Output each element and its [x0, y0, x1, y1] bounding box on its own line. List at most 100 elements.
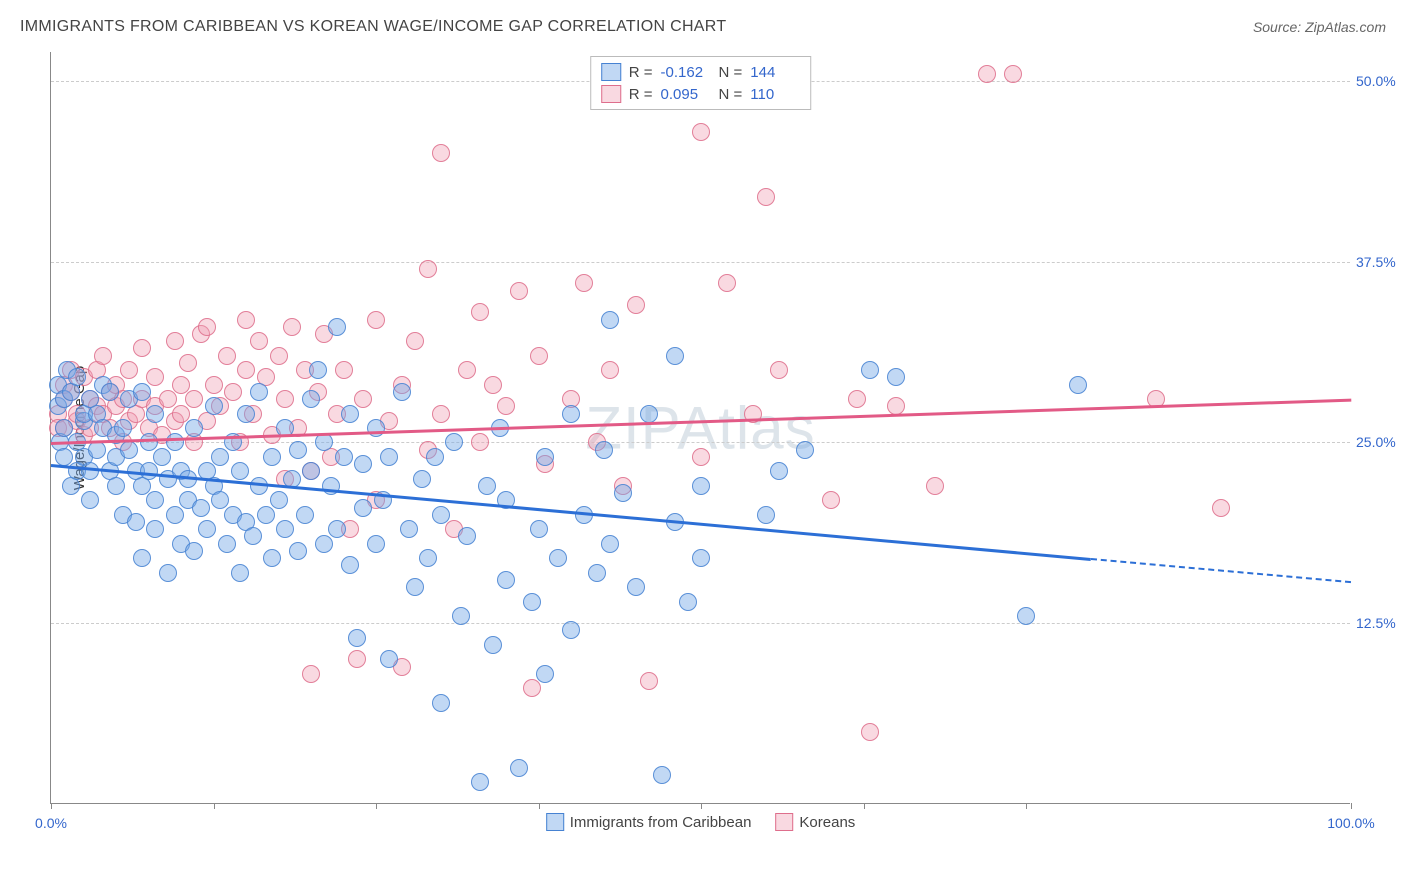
data-point-a	[140, 433, 158, 451]
data-point-b	[335, 361, 353, 379]
data-point-b	[627, 296, 645, 314]
data-point-b	[270, 347, 288, 365]
data-point-b	[166, 332, 184, 350]
data-point-a	[55, 448, 73, 466]
data-point-a	[289, 441, 307, 459]
data-point-a	[523, 593, 541, 611]
data-point-a	[426, 448, 444, 466]
data-point-a	[81, 462, 99, 480]
data-point-a	[133, 549, 151, 567]
data-point-b	[497, 397, 515, 415]
data-point-a	[354, 455, 372, 473]
data-point-a	[198, 520, 216, 538]
data-point-b	[1004, 65, 1022, 83]
y-tick-label: 50.0%	[1356, 73, 1406, 89]
data-point-a	[887, 368, 905, 386]
data-point-b	[94, 347, 112, 365]
data-point-a	[146, 405, 164, 423]
data-point-a	[432, 506, 450, 524]
x-tick	[539, 803, 540, 809]
data-point-b	[757, 188, 775, 206]
data-point-a	[328, 318, 346, 336]
data-point-b	[484, 376, 502, 394]
data-point-a	[211, 448, 229, 466]
legend-swatch-a	[601, 63, 621, 81]
data-point-a	[205, 397, 223, 415]
data-point-a	[120, 441, 138, 459]
data-point-a	[257, 506, 275, 524]
data-point-a	[601, 311, 619, 329]
data-point-a	[289, 542, 307, 560]
legend-label-b: Koreans	[799, 814, 855, 831]
data-point-b	[718, 274, 736, 292]
data-point-a	[335, 448, 353, 466]
data-point-a	[276, 520, 294, 538]
data-point-a	[757, 506, 775, 524]
x-tick	[376, 803, 377, 809]
data-point-b	[237, 361, 255, 379]
data-point-b	[172, 405, 190, 423]
data-point-b	[510, 282, 528, 300]
legend-item-b: Koreans	[775, 813, 855, 831]
data-point-a	[133, 383, 151, 401]
data-point-a	[107, 477, 125, 495]
data-point-a	[367, 419, 385, 437]
data-point-a	[406, 578, 424, 596]
data-point-a	[153, 448, 171, 466]
data-point-b	[172, 376, 190, 394]
data-point-a	[601, 535, 619, 553]
data-point-b	[575, 274, 593, 292]
data-point-b	[302, 665, 320, 683]
data-point-a	[302, 462, 320, 480]
data-point-a	[562, 405, 580, 423]
legend-row-b: R = 0.095 N = 110	[601, 83, 801, 105]
data-point-a	[510, 759, 528, 777]
data-point-a	[588, 564, 606, 582]
legend-n-label: N =	[719, 86, 743, 103]
data-point-b	[133, 339, 151, 357]
data-point-a	[341, 405, 359, 423]
data-point-a	[81, 491, 99, 509]
data-point-b	[848, 390, 866, 408]
data-point-a	[315, 535, 333, 553]
data-point-a	[452, 607, 470, 625]
data-point-a	[367, 535, 385, 553]
data-point-b	[250, 332, 268, 350]
data-point-a	[380, 650, 398, 668]
data-point-b	[1212, 499, 1230, 517]
data-point-b	[458, 361, 476, 379]
data-point-a	[146, 491, 164, 509]
y-tick-label: 37.5%	[1356, 254, 1406, 270]
legend-row-a: R = -0.162 N = 144	[601, 61, 801, 83]
legend-swatch-b	[601, 85, 621, 103]
data-point-a	[341, 556, 359, 574]
data-point-b	[530, 347, 548, 365]
data-point-a	[1017, 607, 1035, 625]
data-point-b	[354, 390, 372, 408]
data-point-a	[101, 383, 119, 401]
data-point-a	[315, 433, 333, 451]
data-point-a	[192, 499, 210, 517]
data-point-b	[237, 311, 255, 329]
legend-n-value-b: 110	[750, 86, 800, 103]
data-point-a	[166, 433, 184, 451]
data-point-a	[263, 448, 281, 466]
data-point-b	[692, 448, 710, 466]
correlation-legend: R = -0.162 N = 144 R = 0.095 N = 110	[590, 56, 812, 110]
x-tick	[701, 803, 702, 809]
data-point-a	[296, 506, 314, 524]
source-text: Source: ZipAtlas.com	[1253, 19, 1386, 35]
data-point-a	[614, 484, 632, 502]
series-legend: Immigrants from Caribbean Koreans	[546, 813, 856, 831]
data-point-a	[185, 542, 203, 560]
data-point-a	[497, 571, 515, 589]
data-point-a	[166, 506, 184, 524]
data-point-a	[653, 766, 671, 784]
data-point-a	[458, 527, 476, 545]
legend-r-label: R =	[629, 64, 653, 81]
data-point-a	[530, 520, 548, 538]
x-tick-label: 100.0%	[1327, 815, 1374, 831]
legend-label-a: Immigrants from Caribbean	[570, 814, 752, 831]
x-tick	[864, 803, 865, 809]
legend-n-label: N =	[719, 64, 743, 81]
